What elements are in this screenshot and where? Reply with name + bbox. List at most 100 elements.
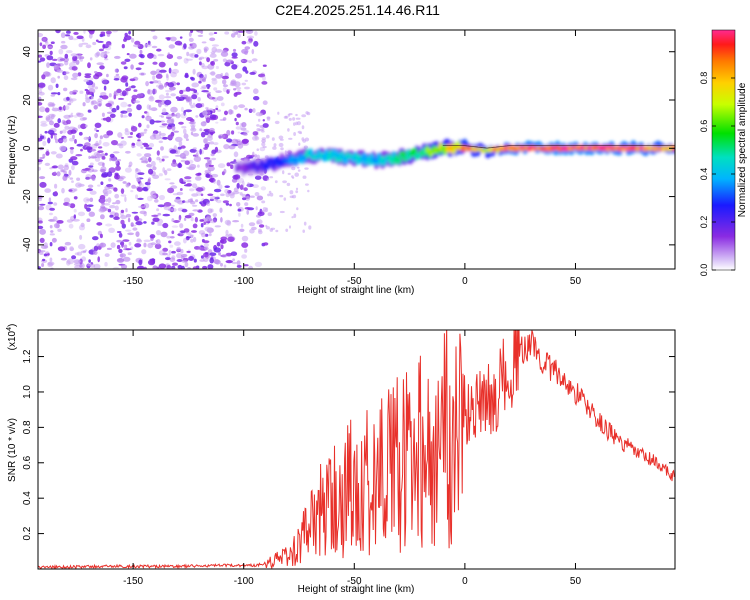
noise-speckle [54, 133, 57, 140]
heatmap-marks [38, 30, 675, 269]
noise-speckle [85, 174, 92, 180]
noise-speckle [234, 31, 239, 35]
noise-speckle [97, 98, 103, 103]
noise-speckle [93, 250, 98, 255]
noise-speckle [125, 182, 130, 188]
noise-speckle [269, 192, 274, 197]
noise-speckle [100, 181, 104, 185]
noise-speckle [113, 187, 118, 192]
noise-speckle [136, 238, 141, 242]
noise-speckle [270, 227, 276, 230]
noise-speckle [138, 182, 144, 189]
noise-speckle [109, 153, 115, 158]
noise-speckle [45, 72, 52, 77]
noise-speckle [152, 75, 156, 80]
noise-speckle [138, 62, 145, 66]
noise-speckle [104, 253, 110, 257]
noise-speckle [253, 88, 259, 94]
noise-speckle [209, 257, 214, 264]
noise-speckle [160, 132, 166, 137]
noise-speckle [278, 135, 284, 140]
ridge-core [375, 160, 380, 167]
noise-speckle [244, 86, 250, 90]
noise-speckle [44, 162, 51, 166]
noise-speckle [190, 42, 197, 49]
noise-speckle [54, 183, 58, 189]
noise-speckle [197, 34, 204, 38]
noise-speckle [153, 132, 157, 137]
noise-speckle [209, 114, 217, 119]
noise-speckle [293, 132, 296, 136]
noise-speckle [223, 144, 230, 150]
noise-speckle [49, 167, 53, 170]
noise-speckle [131, 94, 138, 100]
noise-speckle [59, 140, 64, 143]
noise-speckle [53, 65, 60, 70]
noise-speckle [45, 116, 53, 123]
noise-speckle [192, 266, 199, 269]
noise-speckle [77, 260, 81, 263]
noise-speckle [143, 211, 147, 217]
noise-speckle [47, 130, 55, 135]
noise-speckle [38, 220, 43, 224]
noise-speckle [200, 121, 207, 127]
noise-speckle [246, 209, 249, 215]
noise-speckle [286, 182, 291, 187]
noise-speckle [124, 196, 127, 203]
noise-speckle [94, 122, 102, 128]
noise-speckle [188, 256, 195, 261]
noise-speckle [71, 38, 78, 41]
noise-speckle [85, 124, 88, 128]
noise-speckle [192, 223, 198, 229]
noise-speckle [206, 202, 211, 206]
noise-speckle [252, 131, 258, 136]
noise-speckle [184, 160, 190, 165]
noise-speckle [147, 40, 151, 46]
noise-speckle [127, 232, 134, 236]
noise-speckle [40, 123, 48, 127]
noise-speckle [261, 127, 265, 132]
noise-speckle [224, 219, 231, 225]
noise-speckle [262, 64, 267, 67]
noise-speckle [192, 102, 196, 109]
noise-speckle [105, 198, 108, 203]
noise-speckle [189, 100, 192, 106]
noise-speckle [39, 181, 47, 188]
noise-speckle [186, 51, 190, 57]
noise-speckle [236, 264, 242, 268]
noise-speckle [222, 84, 229, 88]
noise-speckle [252, 184, 259, 189]
noise-speckle [128, 241, 132, 246]
noise-speckle [88, 211, 96, 217]
noise-speckle [87, 62, 91, 69]
noise-speckle [78, 131, 83, 136]
noise-speckle [184, 215, 192, 219]
snr-ytick-label: 1.0 [22, 385, 33, 399]
noise-speckle [38, 82, 46, 88]
noise-speckle [237, 30, 245, 33]
noise-speckle [295, 190, 299, 194]
noise-speckle [222, 49, 228, 54]
noise-speckle [88, 165, 94, 168]
noise-speckle [294, 172, 300, 177]
noise-speckle [115, 199, 121, 205]
noise-speckle [288, 117, 292, 121]
noise-speckle [120, 188, 125, 195]
noise-speckle [255, 206, 258, 211]
noise-speckle [222, 200, 229, 204]
noise-speckle [97, 150, 104, 154]
noise-speckle [91, 169, 98, 173]
noise-speckle [209, 219, 217, 224]
heatmap-ytick-label: 40 [22, 46, 33, 58]
noise-speckle [76, 143, 84, 147]
noise-speckle [241, 122, 247, 128]
noise-speckle [38, 32, 44, 38]
noise-speckle [94, 127, 97, 132]
noise-speckle [105, 103, 112, 107]
noise-speckle [171, 265, 176, 269]
noise-speckle [157, 53, 165, 57]
noise-speckle [209, 198, 214, 202]
noise-speckle [130, 64, 134, 70]
noise-speckle [156, 150, 160, 156]
noise-speckle [68, 114, 74, 118]
